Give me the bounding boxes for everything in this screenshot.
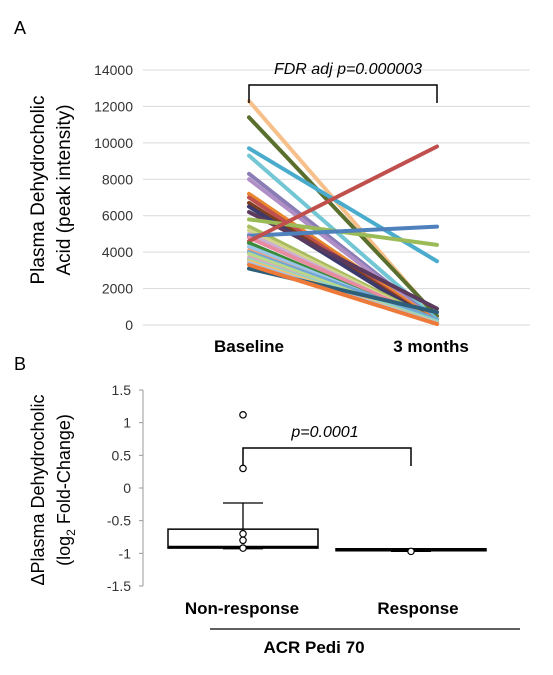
panel-a-y-tick-label: 10000 bbox=[94, 135, 133, 151]
panel-a-y-tick-label: 8000 bbox=[102, 171, 133, 187]
panel-b-y-axis-label-line1: ΔPlasma Dehydrocholic bbox=[28, 394, 48, 585]
panel-a-y-tick-label: 2000 bbox=[102, 281, 133, 297]
panel-b-significance-bracket bbox=[242, 447, 412, 466]
panel-b-y-tick-label: -1 bbox=[119, 545, 132, 561]
panel-a-series-line bbox=[247, 210, 439, 311]
panel-a-line-chart: 0 2000 4000 6000 8000 10000 12000 14000 Plasma … bbox=[28, 61, 530, 356]
panel-a-y-axis-label-line1: Plasma Dehydrocholic bbox=[28, 95, 49, 284]
panel-b-y-tick-label: 1 bbox=[123, 415, 131, 431]
panel-b-x-tick-non-response: Non-response bbox=[185, 599, 299, 618]
panel-a-x-tick-3-months: 3 months bbox=[393, 337, 469, 356]
panel-b-boxes bbox=[167, 411, 487, 556]
panel-b-y-tick-label: -0.5 bbox=[107, 513, 131, 529]
panel-a-y-tick-labels: 0 2000 4000 6000 8000 10000 12000 14000 bbox=[94, 62, 133, 333]
outlier-point bbox=[239, 544, 247, 552]
outlier-point bbox=[239, 536, 247, 545]
panel-a-series-line bbox=[247, 224, 439, 238]
panel-b-y-tick-label: 1.5 bbox=[112, 382, 132, 398]
outlier-point bbox=[407, 547, 415, 556]
panel-b-y-axis-label-subscript: 2 bbox=[64, 529, 78, 536]
panel-b-box-plot: -1.5 -1 -0.5 0 0.5 1 1.5 ΔPlasma Dehydrocholic… bbox=[28, 382, 520, 657]
panel-b-y-tick-label: -1.5 bbox=[107, 578, 131, 594]
panel-b-significance-label: p=0.0001 bbox=[290, 424, 358, 441]
panel-b-x-tick-response: Response bbox=[377, 599, 458, 618]
panel-b-y-axis-label-line2: (log2 Fold-Change) bbox=[54, 414, 78, 566]
panel-a-series-line bbox=[247, 115, 439, 318]
panel-a-x-tick-baseline: Baseline bbox=[214, 337, 284, 356]
box-non-response bbox=[167, 411, 319, 552]
panel-a-y-tick-label: 12000 bbox=[94, 98, 133, 114]
panel-a-y-axis-label-line2: Acid (peak intensity) bbox=[54, 104, 75, 275]
outlier-point bbox=[239, 529, 247, 538]
outlier-point bbox=[239, 411, 247, 419]
panel-a-significance-label: FDR adj p=0.000003 bbox=[274, 61, 422, 78]
panel-a-series-line bbox=[247, 144, 439, 244]
panel-b-y-tick-labels: -1.5 -1 -0.5 0 0.5 1 1.5 bbox=[107, 382, 143, 594]
panel-label-b: B bbox=[14, 354, 26, 374]
panel-a-y-tick-label: 6000 bbox=[102, 208, 133, 224]
panel-a-series-lines bbox=[247, 98, 439, 327]
box-response bbox=[335, 547, 487, 556]
panel-a-series-line bbox=[247, 262, 439, 327]
panel-b-y-tick-label: 0 bbox=[123, 480, 131, 496]
panel-a-y-tick-label: 14000 bbox=[94, 62, 133, 78]
panel-a-y-tick-label: 4000 bbox=[102, 244, 133, 260]
panel-b-y-tick-label: 0.5 bbox=[112, 447, 132, 463]
panel-b-x-axis-label: ACR Pedi 70 bbox=[263, 638, 364, 657]
panel-a-significance-bracket bbox=[248, 84, 438, 103]
panel-a-y-tick-label: 0 bbox=[125, 317, 133, 333]
outlier-point bbox=[239, 464, 247, 473]
panel-label-a: A bbox=[14, 18, 26, 38]
